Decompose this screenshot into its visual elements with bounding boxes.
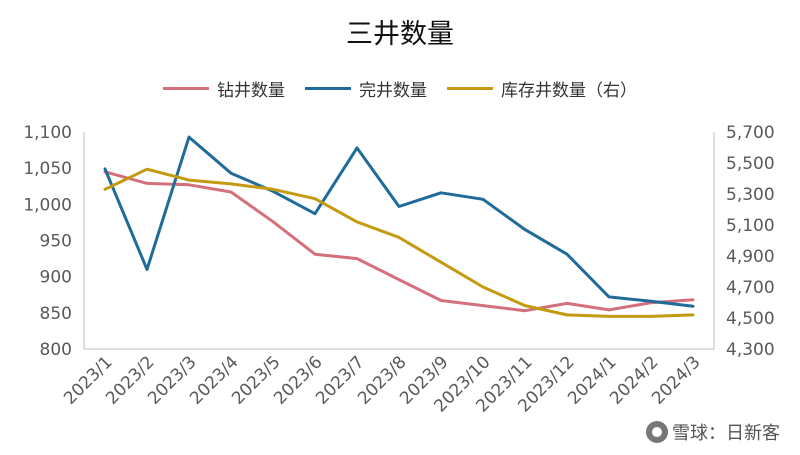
right-tick-label: 4,500 [726,309,775,329]
legend: 钻井数量 完井数量 库存井数量（右） [0,76,800,101]
watermark: 雪球：日新客 [646,419,780,445]
left-tick-label: 850 [40,304,72,324]
left-tick-label: 1,100 [23,123,72,143]
chart-title: 三井数量 [346,19,454,50]
left-tick-label: 1,050 [23,159,72,179]
snowball-logo-icon [646,421,668,443]
legend-item-inventory: 库存井数量（右） [447,76,637,101]
legend-swatch-completion [305,87,351,90]
series-line-1 [103,135,695,308]
right-tick-label: 4,900 [726,247,775,267]
legend-swatch-inventory [447,87,493,90]
left-tick-label: 1,000 [23,195,72,215]
legend-label-completion: 完井数量 [359,81,427,101]
right-tick-label: 4,300 [726,340,775,360]
right-tick-label: 5,100 [726,216,775,236]
watermark-text: 雪球：日新客 [672,423,780,444]
legend-swatch-drilling [163,87,209,90]
right-tick-label: 5,500 [726,154,775,174]
legend-label-drilling: 钻井数量 [217,81,285,101]
left-tick-label: 900 [40,268,72,288]
right-tick-label: 4,700 [726,278,775,298]
left-tick-label: 800 [40,340,72,360]
left-tick-label: 950 [40,232,72,252]
series-line-2 [103,167,695,318]
legend-item-drilling: 钻井数量 [163,76,285,101]
legend-label-inventory: 库存井数量（右） [501,81,637,101]
right-tick-label: 5,300 [726,185,775,205]
legend-item-completion: 完井数量 [305,76,427,101]
right-tick-label: 5,700 [726,123,775,143]
series-line-0 [103,170,695,313]
